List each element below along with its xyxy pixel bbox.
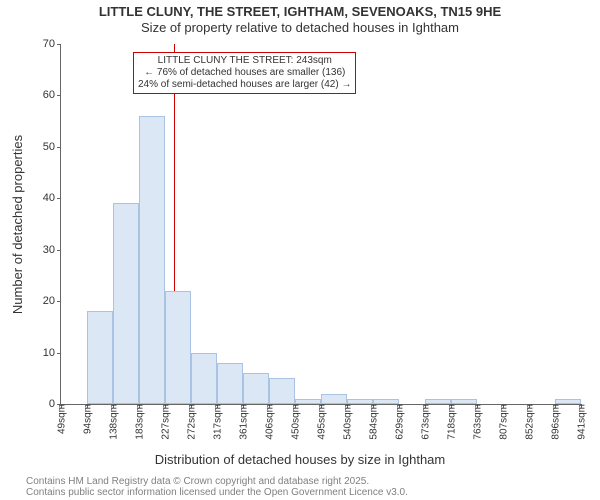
y-tick-mark	[57, 44, 61, 45]
histogram-bar	[243, 373, 269, 404]
histogram-bar	[269, 378, 295, 404]
x-tick-label: 317sqm	[211, 404, 224, 440]
x-tick-label: 495sqm	[315, 404, 328, 440]
y-axis-label: Number of detached properties	[8, 44, 28, 404]
histogram-bar	[321, 394, 347, 404]
x-tick-label: 272sqm	[185, 404, 198, 440]
y-tick-mark	[57, 250, 61, 251]
x-tick-label: 94sqm	[81, 404, 94, 434]
histogram-bar	[191, 353, 217, 404]
x-tick-label: 896sqm	[549, 404, 562, 440]
x-tick-label: 406sqm	[263, 404, 276, 440]
annotation-box: LITTLE CLUNY THE STREET: 243sqm ← 76% of…	[133, 52, 356, 94]
x-tick-label: 718sqm	[445, 404, 458, 440]
x-tick-label: 540sqm	[341, 404, 354, 440]
histogram-bar	[139, 116, 165, 404]
x-tick-label: 361sqm	[237, 404, 250, 440]
annotation-line-2: ← 76% of detached houses are smaller (13…	[138, 67, 351, 79]
x-tick-label: 227sqm	[159, 404, 172, 440]
x-tick-label: 763sqm	[471, 404, 484, 440]
chart-subtitle: Size of property relative to detached ho…	[0, 20, 600, 35]
x-tick-label: 183sqm	[133, 404, 146, 440]
x-tick-label: 450sqm	[289, 404, 302, 440]
y-tick-mark	[57, 147, 61, 148]
footnote: Contains HM Land Registry data © Crown c…	[26, 476, 408, 498]
x-tick-label: 49sqm	[55, 404, 68, 434]
histogram-bar	[217, 363, 243, 404]
y-tick-mark	[57, 198, 61, 199]
chart-title: LITTLE CLUNY, THE STREET, IGHTHAM, SEVEN…	[0, 4, 600, 19]
x-tick-label: 629sqm	[393, 404, 406, 440]
x-tick-label: 584sqm	[367, 404, 380, 440]
histogram-bar	[113, 203, 139, 404]
y-tick-mark	[57, 301, 61, 302]
histogram-bar	[165, 291, 191, 404]
histogram-bar	[87, 311, 113, 404]
x-tick-label: 138sqm	[107, 404, 120, 440]
x-tick-label: 852sqm	[523, 404, 536, 440]
y-tick-mark	[57, 353, 61, 354]
annotation-line-3: 24% of semi-detached houses are larger (…	[138, 79, 351, 91]
x-axis-label: Distribution of detached houses by size …	[0, 452, 600, 467]
annotation-line-1: LITTLE CLUNY THE STREET: 243sqm	[138, 55, 351, 67]
x-tick-label: 941sqm	[575, 404, 588, 440]
plot-area: LITTLE CLUNY THE STREET: 243sqm ← 76% of…	[60, 44, 581, 405]
footnote-line-2: Contains public sector information licen…	[26, 487, 408, 498]
y-tick-mark	[57, 95, 61, 96]
x-tick-label: 807sqm	[497, 404, 510, 440]
x-tick-label: 673sqm	[419, 404, 432, 440]
footnote-line-1: Contains HM Land Registry data © Crown c…	[26, 476, 408, 487]
chart-container: LITTLE CLUNY, THE STREET, IGHTHAM, SEVEN…	[0, 0, 600, 500]
